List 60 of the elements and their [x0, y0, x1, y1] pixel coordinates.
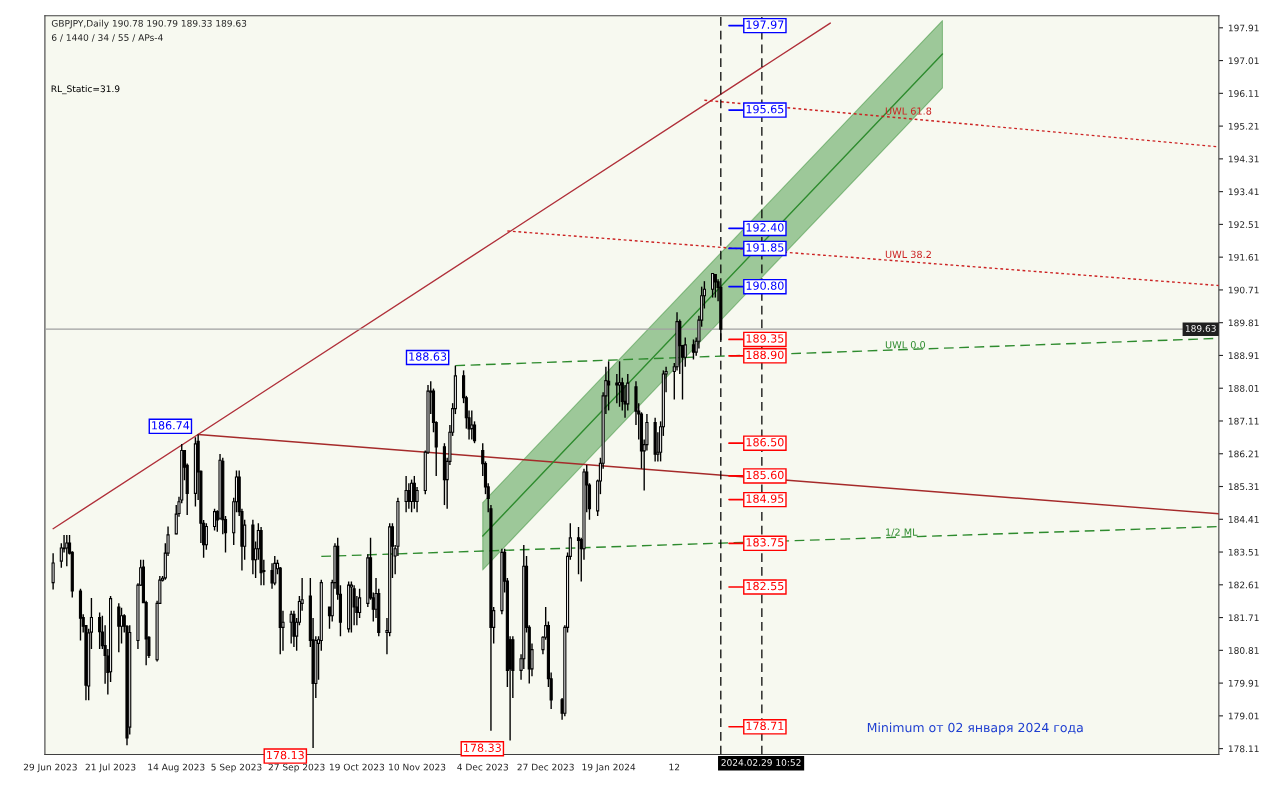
x-tick-label: 19 Oct 2023 — [329, 763, 385, 771]
y-tick-label: 195.21 — [1228, 122, 1259, 130]
ref-line-label: 2024.02.29 10:52 — [721, 759, 801, 766]
ref-line-label: 184.95 — [746, 494, 784, 503]
annotation: 186.74 — [152, 421, 190, 430]
y-tick-label: 188.01 — [1228, 384, 1259, 392]
y-tick-label: 178.11 — [1228, 745, 1259, 753]
ref-line-label: 189.35 — [746, 334, 784, 343]
y-tick-label: 187.11 — [1228, 417, 1259, 425]
y-tick-label: 180.81 — [1228, 647, 1259, 654]
y-tick-label: 184.41 — [1228, 516, 1259, 523]
ref-line-label: 182.55 — [746, 581, 784, 591]
ref-line-label: 178.71 — [746, 721, 784, 731]
series-label: UWL 0.0 — [885, 341, 926, 349]
y-tick-label: 189.81 — [1228, 319, 1259, 327]
y-tick-label: 190.71 — [1228, 286, 1259, 294]
x-tick-label: 27 Dec 2023 — [517, 763, 574, 771]
ref-line-label: 183.75 — [746, 538, 784, 547]
x-tick-label: 29 Jun 2023 — [23, 763, 77, 773]
chart-title: GBPJPY,Daily 190.78 190.79 189.33 189.63 — [51, 19, 247, 29]
ref-line-label: 188.90 — [746, 350, 784, 360]
series-label: 1/2 ML — [886, 528, 918, 537]
y-tick-label: 194.31 — [1228, 155, 1259, 163]
ref-line-label: 190.80 — [746, 281, 784, 290]
x-tick-label: 21 Jul 2023 — [85, 763, 136, 773]
y-tick-label: 183.51 — [1228, 548, 1259, 556]
annotation: 188.63 — [409, 352, 447, 361]
y-tick-label: 193.41 — [1228, 188, 1259, 196]
annotation: Minimum от 02 января 2024 года — [867, 722, 1083, 735]
x-tick-label: 14 Aug 2023 — [148, 763, 205, 773]
ref-line-label: 195.65 — [746, 104, 784, 114]
y-tick-label: 197.91 — [1228, 24, 1259, 32]
y-tick-label: 192.51 — [1228, 221, 1259, 228]
y-tick-label: 182.61 — [1228, 581, 1259, 589]
ref-line-label: 197.97 — [746, 20, 784, 29]
ref-line-label: 191.85 — [746, 243, 784, 252]
y-tick-label: 179.01 — [1228, 712, 1259, 720]
annotation: 178.13 — [267, 750, 304, 760]
ref-line-label: 192.40 — [746, 223, 784, 232]
y-tick-label: 179.91 — [1228, 679, 1259, 687]
x-tick-label: 12 — [669, 763, 680, 771]
x-tick-label: 10 Nov 2023 — [389, 763, 446, 771]
x-tick-label: 4 Dec 2023 — [457, 763, 508, 771]
y-tick-label: 185.31 — [1228, 483, 1259, 491]
y-tick-label: 197.01 — [1228, 57, 1259, 65]
ref-line-label: 189.63 — [1185, 325, 1216, 332]
x-tick-label: 19 Jan 2024 — [582, 763, 636, 773]
annotation: 178.33 — [464, 743, 501, 752]
ref-line-label: 185.60 — [746, 470, 784, 480]
y-tick-label: 186.21 — [1228, 450, 1259, 458]
series-label: UWL 38.2 — [885, 250, 931, 259]
ref-line-label: 186.50 — [746, 438, 784, 447]
y-tick-label: 181.71 — [1228, 614, 1259, 622]
x-tick-label: 27 Sep 2023 — [268, 763, 325, 773]
y-tick-label: 196.11 — [1228, 90, 1259, 97]
annotation: RL_Static=31.9 — [51, 85, 120, 95]
text: 6 / 1440 / 34 / 55 / APs-4 — [51, 34, 163, 42]
x-tick-label: 5 Sep 2023 — [211, 763, 262, 773]
y-tick-label: 191.61 — [1228, 253, 1259, 261]
y-tick-label: 188.91 — [1228, 352, 1259, 360]
